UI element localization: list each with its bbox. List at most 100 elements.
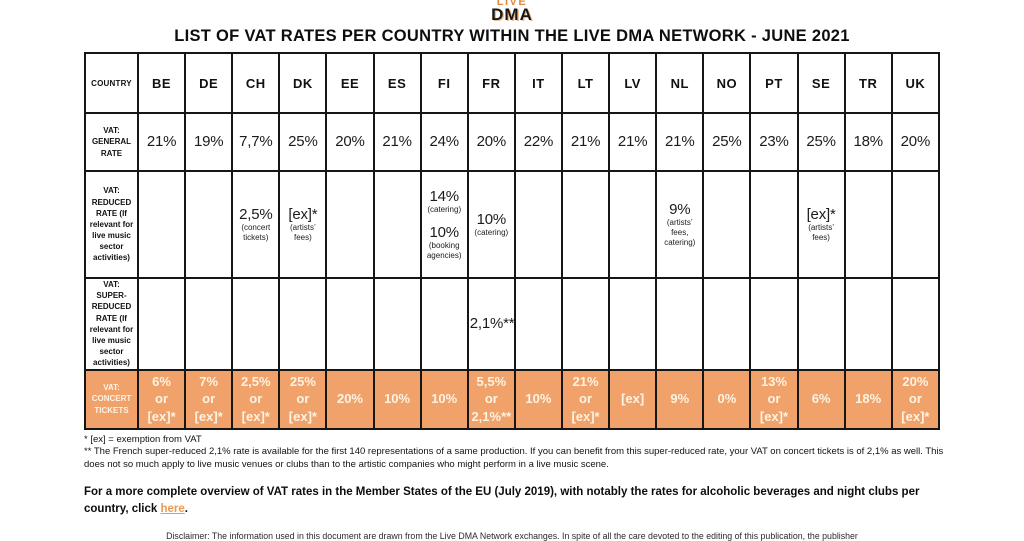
country-header-pt: PT xyxy=(749,52,799,114)
vat-cell-be-general-rate: 21% xyxy=(136,112,187,172)
document-header: LIVE DMA LIST OF VAT RATES PER COUNTRY W… xyxy=(0,0,1024,46)
vat-cell-pt-super-reduced-rate xyxy=(749,277,799,371)
vat-cell-dk-reduced-rate: [ex]* (artists’ fees) xyxy=(278,170,328,279)
vat-cell-lv-super-reduced-rate xyxy=(608,277,658,371)
vat-cell-se-reduced-rate: [ex]* (artists’ fees) xyxy=(796,170,846,279)
country-header-nl: NL xyxy=(655,52,705,114)
country-header-se: SE xyxy=(796,52,846,114)
country-header-uk: UK xyxy=(890,52,941,114)
vat-cell-dk-super-reduced-rate xyxy=(278,277,328,371)
vat-cell-uk-general-rate: 20% xyxy=(890,112,941,172)
country-header-de: DE xyxy=(184,52,234,114)
vat-cell-fr-super-reduced-rate: 2,1%** xyxy=(466,277,516,371)
country-corner-label: COUNTRY xyxy=(84,52,139,114)
vat-cell-fr-reduced-rate: 10% (catering) xyxy=(466,170,516,279)
vat-cell-tr-reduced-rate xyxy=(843,170,893,279)
country-header-it: IT xyxy=(513,52,563,114)
vat-cell-be-reduced-rate xyxy=(136,170,187,279)
vat-cell-fi-super-reduced-rate xyxy=(419,277,469,371)
vat-cell-ee-reduced-rate xyxy=(325,170,375,279)
vat-cell-fr-concert-tickets: 5,5% or 2,1%** xyxy=(466,368,516,430)
logo-dma-text: DMA xyxy=(491,5,533,24)
vat-cell-ee-concert-tickets: 20% xyxy=(325,368,375,430)
vat-cell-it-reduced-rate xyxy=(513,170,563,279)
vat-cell-dk-concert-tickets: 25% or [ex]* xyxy=(278,368,328,430)
vat-cell-ch-super-reduced-rate xyxy=(231,277,281,371)
vat-cell-it-concert-tickets: 10% xyxy=(513,368,563,430)
vat-cell-de-concert-tickets: 7% or [ex]* xyxy=(184,368,234,430)
vat-cell-se-general-rate: 25% xyxy=(796,112,846,172)
vat-cell-pt-general-rate: 23% xyxy=(749,112,799,172)
vat-cell-lv-reduced-rate xyxy=(608,170,658,279)
vat-cell-ch-reduced-rate: 2,5% (concert tickets) xyxy=(231,170,281,279)
country-header-no: NO xyxy=(702,52,752,114)
footnote-french-rate: ** The French super-reduced 2,1% rate is… xyxy=(84,446,944,470)
vat-cell-tr-general-rate: 18% xyxy=(843,112,893,172)
country-header-fi: FI xyxy=(419,52,469,114)
footnote-exemption: * [ex] = exemption from VAT xyxy=(84,433,202,445)
vat-cell-lv-concert-tickets: [ex] xyxy=(608,368,658,430)
vat-cell-pt-reduced-rate xyxy=(749,170,799,279)
vat-cell-de-reduced-rate xyxy=(184,170,234,279)
logo-live-text: LIVE xyxy=(496,0,528,8)
here-link[interactable]: here xyxy=(160,503,185,516)
country-header-ch: CH xyxy=(231,52,281,114)
country-header-tr: TR xyxy=(843,52,893,114)
vat-cell-uk-reduced-rate xyxy=(890,170,941,279)
vat-cell-se-concert-tickets: 6% xyxy=(796,368,846,430)
row-label-super-reduced-rate: VAT: SUPER-REDUCED RATE (If relevant for… xyxy=(84,277,139,371)
vat-cell-no-general-rate: 25% xyxy=(702,112,752,172)
page-title: LIST OF VAT RATES PER COUNTRY WITHIN THE… xyxy=(174,27,850,45)
country-header-lt: LT xyxy=(560,52,611,114)
country-header-es: ES xyxy=(372,52,422,114)
row-label-general-rate: VAT: GENERAL RATE xyxy=(84,112,139,172)
vat-cell-tr-concert-tickets: 18% xyxy=(843,368,893,430)
vat-cell-no-concert-tickets: 0% xyxy=(702,368,752,430)
vat-cell-pt-concert-tickets: 13% or [ex]* xyxy=(749,368,799,430)
vat-cell-de-super-reduced-rate xyxy=(184,277,234,371)
vat-cell-tr-super-reduced-rate xyxy=(843,277,893,371)
vat-cell-es-general-rate: 21% xyxy=(372,112,422,172)
vat-cell-uk-super-reduced-rate xyxy=(890,277,941,371)
vat-cell-nl-super-reduced-rate xyxy=(655,277,705,371)
vat-cell-nl-general-rate: 21% xyxy=(655,112,705,172)
vat-cell-uk-concert-tickets: 20% or [ex]* xyxy=(890,368,941,430)
cta-text-before: For a more complete overview of VAT rate… xyxy=(84,486,920,516)
country-header-lv: LV xyxy=(608,52,658,114)
country-header-dk: DK xyxy=(278,52,328,114)
vat-cell-no-reduced-rate xyxy=(702,170,752,279)
vat-cell-nl-reduced-rate: 9% (artists’ fees, catering) xyxy=(655,170,705,279)
vat-cell-be-concert-tickets: 6% or [ex]* xyxy=(136,368,187,430)
country-header-fr: FR xyxy=(466,52,516,114)
vat-cell-it-super-reduced-rate xyxy=(513,277,563,371)
vat-table: COUNTRY BE DE CH DK EE ES FI FR IT LT LV NL NO PT SE TR U… xyxy=(84,52,941,430)
vat-cell-fi-concert-tickets: 10% xyxy=(419,368,469,430)
vat-cell-lt-general-rate: 21% xyxy=(560,112,611,172)
vat-cell-ch-general-rate: 7,7% xyxy=(231,112,281,172)
vat-cell-de-general-rate: 19% xyxy=(184,112,234,172)
country-header-be: BE xyxy=(136,52,187,114)
live-dma-logo: LIVE DMA xyxy=(0,0,1024,23)
table-row-concert-tickets: VAT: CONCERT TICKETS 6% or [ex]* 7% or [ex]* 2,… xyxy=(84,368,941,430)
vat-cell-se-super-reduced-rate xyxy=(796,277,846,371)
vat-cell-lt-super-reduced-rate xyxy=(560,277,611,371)
vat-cell-es-concert-tickets: 10% xyxy=(372,368,422,430)
vat-cell-no-super-reduced-rate xyxy=(702,277,752,371)
row-label-reduced-rate: VAT: REDUCED RATE (If relevant for live … xyxy=(84,170,139,279)
cta-text-after: . xyxy=(184,503,188,516)
vat-cell-nl-concert-tickets: 9% xyxy=(655,368,705,430)
footnotes: * [ex] = exemption from VAT ** The Frenc… xyxy=(84,434,946,472)
vat-cell-fr-general-rate: 20% xyxy=(466,112,516,172)
vat-cell-fi-general-rate: 24% xyxy=(419,112,469,172)
vat-cell-ee-super-reduced-rate xyxy=(325,277,375,371)
table-row-reduced-rate: VAT: REDUCED RATE (If relevant for live … xyxy=(84,170,941,279)
cta-paragraph: For a more complete overview of VAT rate… xyxy=(84,484,960,519)
vat-cell-it-general-rate: 22% xyxy=(513,112,563,172)
vat-cell-lt-concert-tickets: 21% or [ex]* xyxy=(560,368,611,430)
country-header-ee: EE xyxy=(325,52,375,114)
vat-cell-es-super-reduced-rate xyxy=(372,277,422,371)
vat-cell-es-reduced-rate xyxy=(372,170,422,279)
row-label-concert-tickets: VAT: CONCERT TICKETS xyxy=(84,368,139,430)
vat-cell-dk-general-rate: 25% xyxy=(278,112,328,172)
